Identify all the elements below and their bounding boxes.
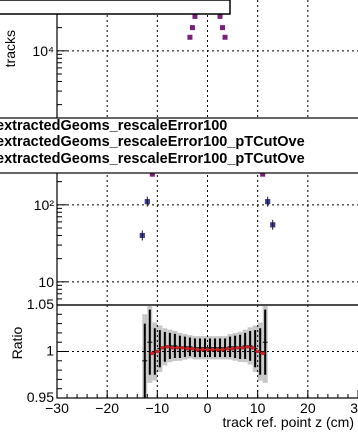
ratio-red-point [175,345,180,350]
main-y-tick-labels: 10 10² 10⁴ [32,43,54,290]
ratio-red-point [190,346,195,351]
x-tick-label: 0 [204,400,212,416]
legend-entry: extractedGeoms_rescaleError100_pTCutOve [0,134,305,150]
main-data-point [192,13,198,19]
ratio-gridlines [57,305,358,398]
ratio-y-tick-label: 1.05 [27,296,54,312]
ratio-red-point [205,347,210,352]
ratio-red-point [260,351,265,356]
x-tick-labels: −30 −20 −10 0 10 20 30 [45,400,358,416]
main-data-point [149,171,155,177]
ratio-red-point [225,346,230,351]
legend-entry: extractedGeoms_rescaleError100 [0,118,227,134]
ratio-data-points [142,309,268,398]
ratio-red-point [210,347,215,352]
ratio-red-point [230,346,235,351]
ratio-red-point [160,345,165,350]
main-gridlines [57,0,358,305]
ratio-red-point [180,345,185,350]
ratio-plot-frame [56,304,358,399]
legend-entry: extractedGeoms_rescaleError100_pTCutOve [0,151,305,167]
ratio-red-point [220,347,225,352]
ratio-red-point [170,345,175,350]
ratio-red-point [235,345,240,350]
ratio-red-point [215,347,220,352]
main-data-point [189,25,195,31]
main-data-point [220,25,226,31]
ratio-red-point [165,345,170,349]
ratio-y-tick-label: 1 [46,343,54,359]
ratio-red-point [150,351,155,356]
x-tick-label: 10 [250,400,266,416]
ratio-y-tick-label: 0.95 [27,389,54,405]
ratio-red-point [245,345,250,349]
top-title-box [0,0,231,15]
ratio-red-point [195,347,200,352]
ratio-red-point [155,349,160,354]
x-tick-label: −30 [45,400,69,416]
x-tick-label: −10 [145,400,169,416]
x-axis-label: track ref. point z (cm) [223,414,354,430]
ratio-y-axis-label: Ratio [9,326,25,359]
ratio-red-point [240,345,245,350]
ratio-red-point [185,346,190,351]
main-data-point [260,171,266,177]
x-tick-label: 20 [300,400,316,416]
main-y-tick-label: 10² [34,197,55,213]
main-data-point [187,34,193,40]
ratio-red-point [200,347,205,352]
x-tick-label: 30 [350,400,358,416]
main-y-tick-label: 10⁴ [32,43,54,59]
main-y-axis-label: tracks [2,30,18,67]
ratio-y-tick-labels: 0.95 1 1.05 [27,296,54,405]
main-y-tick-label: 10 [38,274,54,290]
ratio-red-point [255,349,260,354]
main-data-point [217,13,223,19]
main-data-point [222,34,228,40]
legend-box [0,117,358,174]
ratio-red-point [250,345,255,350]
x-tick-label: −20 [95,400,119,416]
legend: extractedGeoms_rescaleError100extractedG… [0,0,358,174]
